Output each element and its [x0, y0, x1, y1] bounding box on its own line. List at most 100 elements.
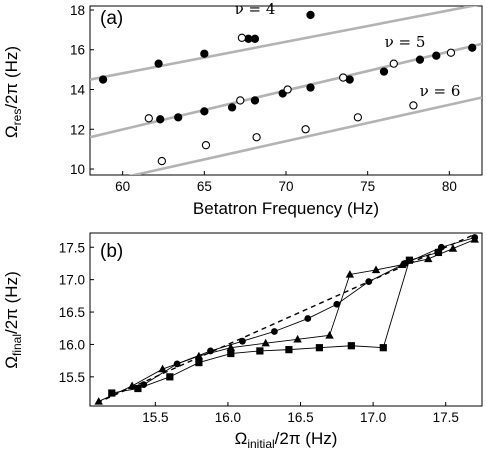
panel-a: 60 65 70 75 80 10 12 14 16 18 ν = 4 ν = 5 ν = 6 (a…	[2, 0, 483, 218]
data-point-filled	[468, 43, 477, 52]
y-tick-label-b: 16.0	[59, 337, 85, 352]
x-tick-label-b: 17.0	[360, 410, 386, 425]
data-point-triangle	[293, 334, 302, 343]
data-point-triangle	[448, 244, 458, 252]
data-point-circle	[365, 278, 373, 285]
data-point-square	[405, 256, 414, 264]
data-point-triangle	[397, 260, 407, 268]
y-tick-label-a: 18	[70, 3, 85, 18]
data-point-filled	[174, 113, 183, 122]
data-point-open	[201, 141, 211, 150]
data-point-filled	[98, 75, 108, 84]
data-point-triangle	[194, 351, 204, 360]
data-point-open	[353, 113, 363, 122]
data-point-filled	[156, 115, 165, 124]
x-tick-label-b: 17.5	[433, 410, 459, 425]
data-point-filled	[415, 55, 425, 64]
data-point-open	[389, 59, 398, 68]
data-point-filled	[200, 49, 209, 58]
x-tick-label-b: 16.5	[287, 410, 313, 425]
data-point-open	[446, 48, 456, 57]
y-tick-label-a: 14	[70, 83, 86, 98]
x-axis-label-a: Betatron Frequency (Hz)	[193, 199, 379, 218]
data-point-filled	[200, 107, 209, 116]
data-point-open	[237, 33, 247, 42]
data-point-triangle	[127, 381, 137, 390]
panel-label-a: (a)	[100, 8, 123, 29]
data-point-square	[227, 349, 235, 358]
y-axis-label-a: Ωres/2π (Hz)	[2, 46, 24, 138]
data-point-open	[283, 85, 292, 94]
line-label-nu-6: ν = 6	[420, 82, 461, 100]
y-tick-label-a: 12	[70, 122, 85, 137]
x-tick-label-a: 65	[197, 179, 212, 194]
data-point-triangle	[345, 270, 355, 278]
data-point-circle	[207, 347, 214, 355]
data-point-open	[301, 125, 310, 134]
data-point-square	[379, 344, 387, 352]
data-point-filled	[154, 59, 163, 68]
data-point-filled	[306, 10, 315, 20]
data-point-square	[347, 342, 355, 350]
x-tick-label-a: 80	[442, 179, 457, 194]
data-point-square	[134, 384, 142, 393]
data-point-circle	[304, 315, 312, 322]
data-point-triangle	[371, 265, 381, 274]
panel-label-b: (b)	[100, 241, 123, 262]
data-point-square	[315, 344, 323, 352]
data-point-open	[157, 156, 167, 166]
line-label-nu-5: ν = 5	[385, 33, 426, 51]
y-axis-label-b: Ωfinal/2π (Hz)	[2, 271, 24, 368]
x-tick-label-a: 70	[278, 179, 293, 194]
data-point-square	[108, 389, 116, 397]
data-point-open	[144, 114, 153, 123]
x-tick-label-b: 15.5	[142, 410, 168, 425]
data-point-square	[434, 248, 443, 257]
data-point-square	[166, 373, 174, 381]
data-point-filled	[306, 83, 315, 92]
nu-line-4	[90, 6, 479, 81]
x-tick-label-a: 60	[115, 179, 130, 194]
data-point-filled	[432, 51, 441, 60]
data-point-triangle	[94, 397, 103, 405]
y-tick-label-a: 16	[70, 43, 85, 58]
panel-b: 15.5 16.0 16.5 17.0 17.5 15.5 16.0 16.5 17.0 17.…	[2, 232, 483, 451]
y-tick-label-b: 15.5	[59, 370, 85, 385]
reference-dashed-line	[96, 233, 476, 404]
y-tick-label-a: 10	[70, 162, 85, 177]
data-point-filled	[250, 96, 260, 105]
data-point-open	[339, 73, 348, 82]
series-line-square	[111, 252, 439, 394]
data-point-open	[409, 101, 418, 110]
x-tick-label-a: 75	[360, 179, 375, 194]
y-tick-label-b: 17.5	[59, 240, 85, 255]
x-tick-label-b: 16.0	[215, 410, 241, 425]
data-point-triangle	[424, 254, 433, 263]
data-point-triangle	[325, 330, 334, 339]
data-point-square	[256, 347, 264, 355]
data-point-open	[252, 133, 261, 142]
data-point-filled	[227, 103, 237, 112]
data-point-circle	[140, 381, 148, 389]
data-point-triangle	[470, 235, 479, 243]
nu-line-6	[128, 96, 482, 175]
data-point-square	[285, 346, 293, 354]
data-point-circle	[270, 328, 278, 335]
data-point-triangle	[226, 343, 236, 351]
data-point-circle	[239, 337, 246, 345]
data-point-filled	[379, 67, 389, 76]
data-point-open	[236, 96, 245, 105]
y-tick-label-b: 17.0	[59, 273, 85, 288]
x-axis-label-b: Ωinitial/2π (Hz)	[235, 429, 338, 451]
data-point-circle	[173, 360, 181, 368]
data-point-triangle	[158, 364, 167, 373]
data-point-triangle	[261, 338, 270, 347]
series-line-triangle	[98, 239, 475, 402]
data-point-circle	[333, 300, 341, 308]
line-label-nu-4: ν = 4	[235, 0, 276, 18]
data-point-square	[195, 358, 203, 367]
y-tick-label-b: 16.5	[59, 305, 85, 320]
plot-frame-b	[89, 232, 483, 407]
data-point-filled	[250, 34, 260, 43]
